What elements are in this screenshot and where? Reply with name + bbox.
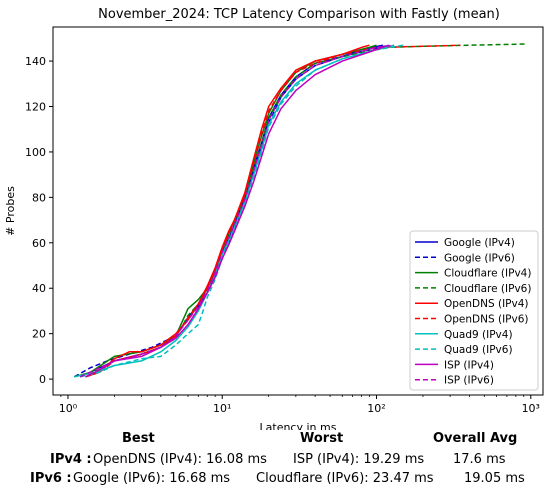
y-tick-label: 140	[25, 55, 46, 68]
ipv6-best: Google (IPv6): 16.68 ms	[73, 471, 231, 486]
summary-row-ipv4: IPv4 : OpenDNS (IPv4): 16.08 ms ISP (IPv…	[0, 452, 555, 472]
legend-entry: ISP (IPv6)	[444, 375, 494, 387]
legend-entry: Cloudflare (IPv6)	[444, 283, 531, 295]
ipv6-overall: 19.05 ms	[464, 471, 525, 486]
summary-row-ipv6: IPv6 : Google (IPv6): 16.68 ms Cloudflar…	[0, 471, 555, 491]
series-line	[74, 44, 395, 378]
x-tick-label: 10³	[522, 402, 540, 415]
series-line	[74, 44, 377, 378]
legend-box	[409, 230, 539, 391]
y-tick-label: 40	[32, 282, 46, 295]
legend-entry: Quad9 (IPv6)	[444, 344, 513, 356]
series-line	[85, 44, 461, 378]
y-tick-label: 120	[25, 101, 46, 114]
y-tick-label: 20	[32, 328, 46, 341]
legend-entry: OpenDNS (IPv4)	[444, 298, 529, 310]
legend-entry: ISP (IPv4)	[444, 359, 494, 371]
legend-entry: OpenDNS (IPv6)	[444, 314, 529, 326]
overall-avg-header: Overall Avg	[433, 431, 518, 446]
summary-header-row: Best Worst Overall Avg	[0, 431, 555, 451]
y-tick-label: 100	[25, 146, 46, 159]
series-line	[85, 44, 370, 378]
x-tick-label: 10⁰	[59, 402, 78, 415]
ipv6-label: IPv6 :	[30, 471, 72, 486]
ipv4-best: OpenDNS (IPv4): 16.08 ms	[93, 452, 267, 467]
ipv4-label: IPv4 :	[50, 452, 92, 467]
x-axis-label: Latency in ms	[260, 421, 337, 430]
y-tick-label: 0	[39, 373, 46, 386]
x-tick-label: 10¹	[213, 402, 231, 415]
legend-entry: Google (IPv6)	[444, 252, 515, 264]
series-line	[79, 44, 395, 378]
y-tick-label: 80	[32, 191, 46, 204]
ipv4-overall: 17.6 ms	[453, 452, 506, 467]
series-line	[85, 44, 389, 378]
chart: November_2024: TCP Latency Comparison wi…	[4, 7, 544, 430]
series-line	[79, 44, 384, 378]
ipv4-worst: ISP (IPv4): 19.29 ms	[293, 452, 425, 467]
series-line	[73, 44, 389, 378]
legend-entry: Cloudflare (IPv4)	[444, 268, 531, 280]
legend-entry: Quad9 (IPv4)	[444, 329, 513, 341]
y-axis-label: # Probes	[4, 186, 17, 236]
legend: Google (IPv4) Google (IPv6) Cloudflare (IP…	[409, 230, 539, 391]
series-line	[79, 43, 528, 378]
best-header: Best	[122, 431, 155, 446]
ipv6-worst: Cloudflare (IPv6): 23.47 ms	[256, 471, 434, 486]
plot-frame	[52, 26, 544, 396]
plot-area	[73, 43, 528, 378]
y-tick-label: 60	[32, 237, 46, 250]
x-tick-label: 10²	[367, 402, 385, 415]
chart-title: November_2024: TCP Latency Comparison wi…	[98, 7, 500, 22]
worst-header: Worst	[300, 431, 344, 446]
axes: 10⁰ 10¹ 10² 10³ 0 20 40 60 80 100 120 140	[25, 55, 540, 415]
legend-entry: Google (IPv4)	[444, 237, 515, 249]
